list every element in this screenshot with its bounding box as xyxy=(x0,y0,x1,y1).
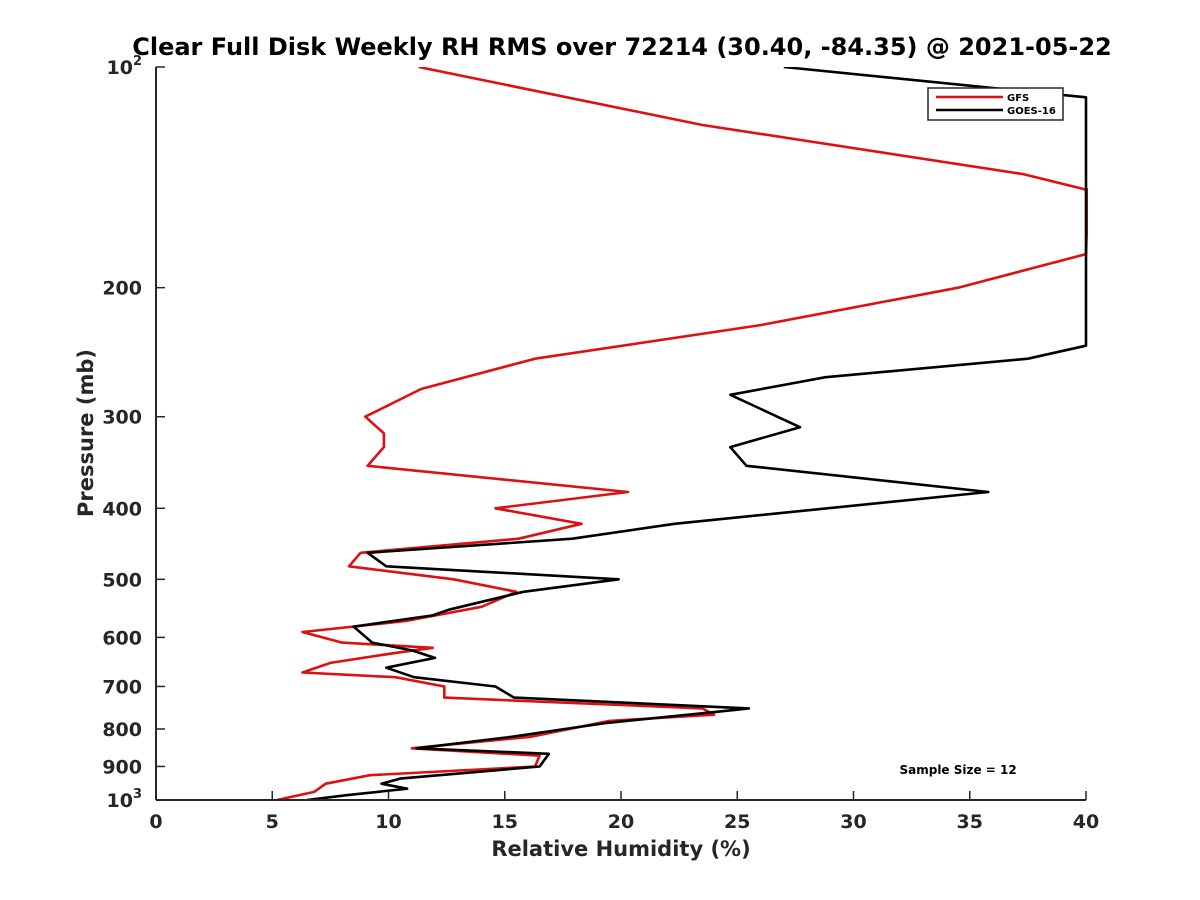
series-line-goes16 xyxy=(306,67,1088,800)
y-ticks: 102 200 300 400 500 600 700 800 900 103 xyxy=(102,54,165,812)
x-tick-label: 30 xyxy=(840,811,866,833)
y-tick-label: 400 xyxy=(102,498,142,520)
x-tick-label: 20 xyxy=(608,811,634,833)
y-axis-label: Pressure (mb) xyxy=(74,349,98,517)
y-tick-label: 102 xyxy=(107,54,143,79)
legend: GFS GOES-16 xyxy=(927,87,1064,121)
series-line-gfs xyxy=(276,67,1088,800)
y-tick-label: 700 xyxy=(102,676,142,698)
y-tick-label: 900 xyxy=(102,756,142,778)
legend-label-gfs: GFS xyxy=(1007,93,1029,104)
x-tick-label: 15 xyxy=(492,811,518,833)
y-tick-label: 500 xyxy=(102,569,142,591)
sample-size-annotation: Sample Size = 12 xyxy=(899,763,1016,777)
x-tick-label: 0 xyxy=(149,811,162,833)
x-ticks: 0 5 10 15 20 25 30 35 40 xyxy=(149,791,1099,833)
y-tick-label: 800 xyxy=(102,719,142,741)
y-tick-label: 103 xyxy=(107,787,143,812)
legend-label-goes16: GOES-16 xyxy=(1007,106,1056,117)
chart-title: Clear Full Disk Weekly RH RMS over 72214… xyxy=(132,33,1112,61)
legend-box xyxy=(927,87,1064,121)
series-layer xyxy=(276,67,1088,800)
x-tick-label: 40 xyxy=(1073,811,1099,833)
y-tick-label: 200 xyxy=(102,278,142,300)
x-tick-label: 5 xyxy=(266,811,279,833)
y-tick-label: 300 xyxy=(102,407,142,429)
x-axis-label: Relative Humidity (%) xyxy=(491,837,750,861)
x-tick-label: 25 xyxy=(724,811,750,833)
y-tick-label: 600 xyxy=(102,627,142,649)
plot-area: 0 5 10 15 20 25 30 35 40 102 200 300 400 500 600 700 80… xyxy=(102,54,1099,833)
x-tick-label: 35 xyxy=(957,811,983,833)
x-tick-label: 10 xyxy=(375,811,401,833)
